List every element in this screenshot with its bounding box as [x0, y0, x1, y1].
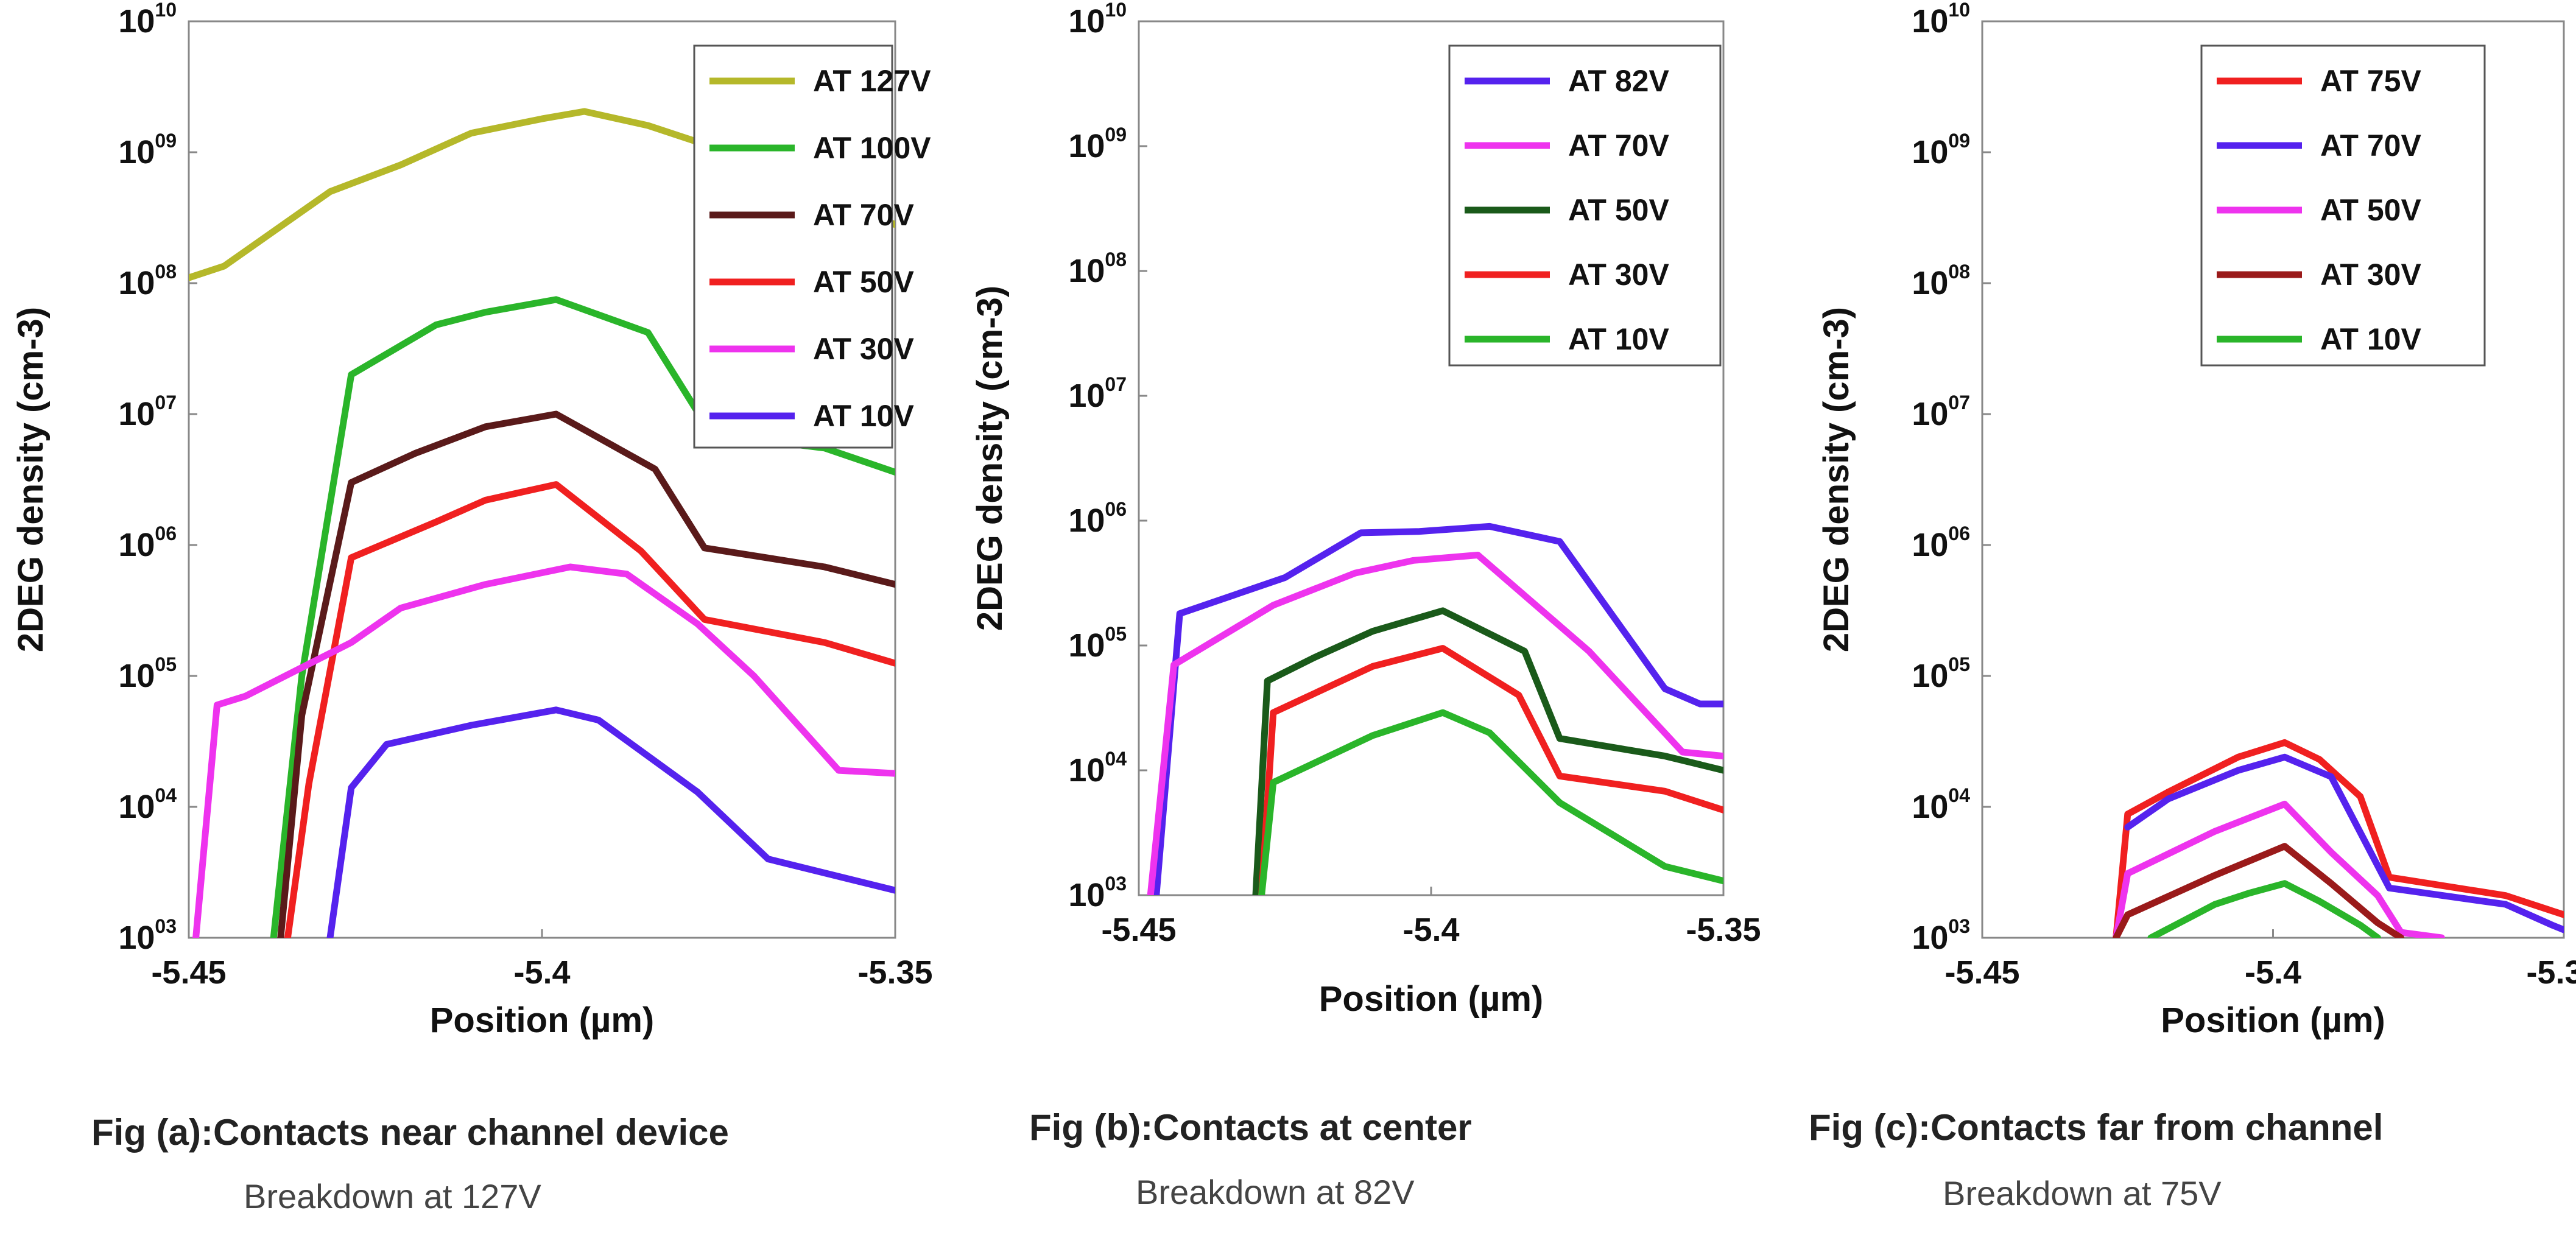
y-tick-label: 1009: [118, 130, 177, 171]
y-tick-label: 1008: [118, 261, 177, 301]
legend-box: [693, 44, 893, 449]
x-tick-label: -5.45: [151, 954, 226, 991]
legend-label: AT 50V: [813, 265, 914, 299]
y-tick-label: 1003: [1068, 873, 1127, 913]
y-tick-label: 1004: [1912, 784, 1970, 825]
series-line-at-82v: [1153, 522, 1723, 895]
x-tick-label: -5.4: [2245, 954, 2301, 991]
y-tick-label: 1006: [1912, 522, 1970, 563]
x-tick-label: -5.45: [1101, 912, 1176, 948]
x-axis-title: Position (µm): [430, 1001, 655, 1040]
x-tick-label: -5.45: [1944, 954, 2019, 991]
legend-label: AT 10V: [1568, 322, 1669, 356]
legend-label: AT 50V: [2320, 193, 2421, 227]
y-axis-title: 2DEG density (cm-3): [1817, 307, 1856, 652]
chart-panel-c: 1003 1004 1005 1006 1007 1008 1009 1010 -5.45 -5.…: [1817, 0, 2576, 1040]
series-line-at-75v: [2113, 739, 2564, 938]
subcaption-b: Breakdown at 82V: [1136, 1173, 1415, 1211]
legend-box: [2200, 44, 2486, 367]
series-line-at-30v: [1258, 645, 1723, 895]
y-tick-label: 1003: [118, 915, 177, 956]
x-axis-title: Position (µm): [2161, 1001, 2385, 1040]
legend-label: AT 127V: [813, 64, 931, 98]
x-axis-title: Position (µm): [1319, 979, 1544, 1019]
chart-panel-b: 1003 1004 1005 1006 1007 1008 1009 1010 -5.45 -5.…: [970, 0, 1761, 1019]
x-tick-label: -5.4: [513, 954, 570, 991]
y-tick-label: 1006: [118, 522, 177, 563]
y-tick-label: 1004: [118, 784, 177, 825]
legend-label: AT 70V: [1568, 128, 1669, 163]
y-tick-label: 1005: [1912, 653, 1970, 694]
chart-panel-a: 1003 1004 1005 1006 1007 1008 1009 1010 -5.45 -5.…: [11, 0, 933, 1040]
series-line-at-10v: [2147, 880, 2381, 938]
legend-label: AT 82V: [1568, 64, 1669, 98]
legend-label: AT 70V: [2320, 128, 2421, 163]
series-line-at-70v: [2124, 753, 2564, 934]
y-tick-label: 1007: [1068, 373, 1127, 414]
y-tick-label: 1003: [1912, 915, 1970, 956]
legend-label: AT 100V: [813, 131, 931, 165]
y-tick-label: 1007: [118, 392, 177, 432]
y-tick-label: 1008: [1068, 248, 1127, 289]
caption-b: Fig (b):Contacts at center: [1029, 1107, 1472, 1148]
series-line-at-70v: [1147, 552, 1723, 895]
series-group: [2113, 739, 2564, 938]
y-tick-label: 1006: [1068, 498, 1127, 539]
series-line-at-50v: [1252, 607, 1723, 895]
x-tick-label: -5.4: [1402, 912, 1459, 948]
series-line-at-70v: [277, 410, 895, 938]
y-tick-label: 1005: [118, 653, 177, 694]
series-line-at-30v: [192, 563, 895, 938]
y-tick-label: 1010: [1912, 0, 1970, 40]
y-tick-label: 1009: [1068, 124, 1127, 164]
legend-label: AT 75V: [2320, 64, 2421, 98]
legend-label: AT 30V: [1568, 258, 1669, 292]
series-line-at-50v: [284, 481, 895, 938]
y-tick-label: 1007: [1912, 392, 1970, 432]
legend-label: AT 30V: [2320, 258, 2421, 292]
series-line-at-10v: [1258, 709, 1723, 895]
legend-label: AT 50V: [1568, 193, 1669, 227]
y-tick-label: 1009: [1912, 130, 1970, 171]
y-tick-label: 1004: [1068, 748, 1127, 789]
x-tick-label: -5.35: [2526, 954, 2576, 991]
legend-box: [1448, 44, 1722, 367]
y-tick-label: 1005: [1068, 623, 1127, 664]
caption-c: Fig (c):Contacts far from channel: [1809, 1107, 2384, 1148]
legend-label: AT 30V: [813, 332, 914, 366]
y-axis-title: 2DEG density (cm-3): [11, 307, 51, 652]
legend-label: AT 10V: [813, 399, 914, 433]
y-tick-label: 1010: [1068, 0, 1127, 40]
y-tick-label: 1010: [118, 0, 177, 40]
series-line-at-30v: [2113, 843, 2405, 938]
series-line-at-50v: [2113, 800, 2445, 938]
x-tick-label: -5.35: [1686, 912, 1761, 948]
legend-label: AT 70V: [813, 198, 914, 232]
caption-a: Fig (a):Contacts near channel device: [91, 1112, 729, 1153]
legend-label: AT 10V: [2320, 322, 2421, 356]
subcaption-c: Breakdown at 75V: [1943, 1174, 2222, 1212]
subcaption-a: Breakdown at 127V: [244, 1177, 541, 1215]
series-group: [1147, 522, 1723, 895]
y-tick-label: 1008: [1912, 261, 1970, 301]
series-line-at-10v: [326, 706, 895, 938]
y-axis-title: 2DEG density (cm-3): [970, 286, 1010, 631]
x-tick-label: -5.35: [857, 954, 932, 991]
